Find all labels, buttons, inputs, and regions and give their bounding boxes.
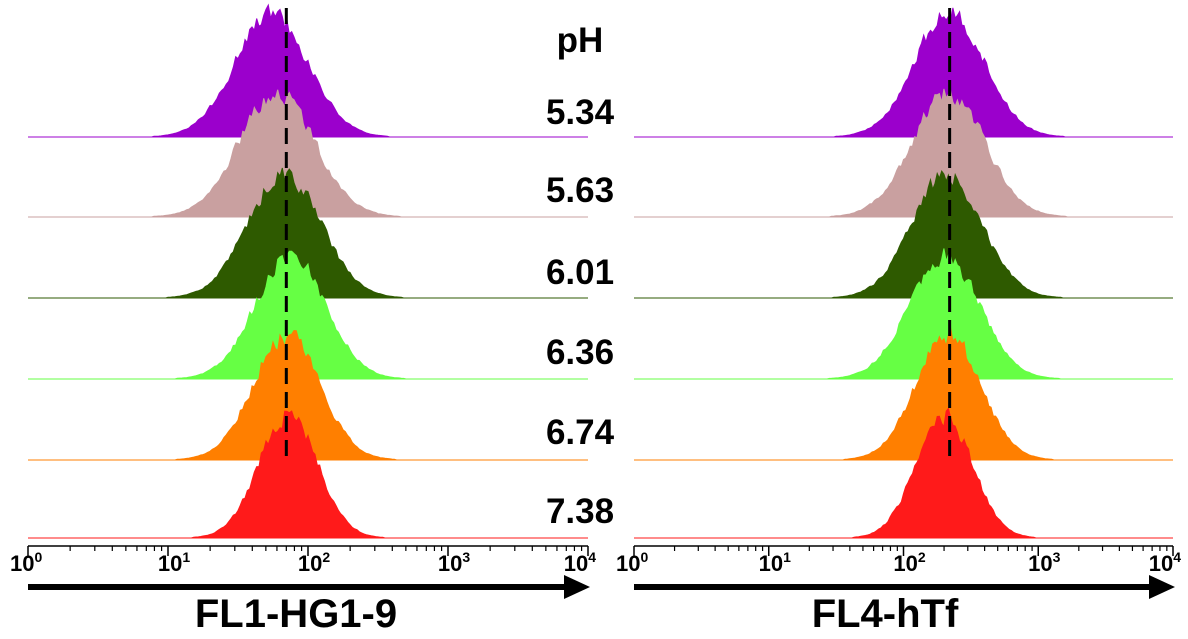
histogram-left-ph-5-34: [28, 3, 588, 138]
ph-value-label: 5.34: [546, 93, 615, 132]
histogram-right-ph-6-01: [634, 170, 1173, 299]
x-tick-label-left: 102: [298, 549, 330, 576]
ph-label-column: pH 5.34 5.63 6.01 6.36 6.74 7.38: [546, 21, 615, 531]
ph-value-label: 6.74: [546, 413, 615, 452]
x-tick-label-left: 104: [564, 549, 596, 576]
axis-arrowhead-right: [1149, 575, 1175, 599]
histogram-panel-right: 100 101 102 103 104: [616, 7, 1181, 599]
x-axis-title-right: FL4-hTf: [812, 592, 959, 636]
x-tick-label-right: 100: [616, 549, 648, 576]
histogram-right-ph-5-63: [634, 88, 1173, 218]
histogram-right-ph-7-38: [634, 407, 1173, 539]
x-axis-title-left: FL1-HG1-9: [195, 592, 397, 636]
ph-value-label: 6.01: [546, 253, 614, 292]
ph-value-label: 6.36: [546, 333, 614, 372]
x-tick-label-right: 103: [1028, 549, 1060, 576]
axis-arrowhead-left: [564, 575, 590, 599]
histogram-left-ph-6-01: [28, 167, 588, 299]
ph-header: pH: [557, 21, 604, 60]
histogram-left-ph-6-36: [28, 250, 588, 380]
ph-value-label: 5.63: [546, 171, 614, 210]
histogram-left-ph-6-74: [28, 329, 588, 461]
x-tick-label-right: 102: [893, 549, 925, 576]
x-tick-label-right: 101: [759, 549, 791, 576]
histogram-panel-left: 100 101 102 103 104: [10, 3, 596, 599]
histogram-right-ph-6-36: [634, 248, 1173, 380]
histogram-left-ph-7-38: [28, 410, 588, 539]
histogram-right-ph-6-74: [634, 326, 1173, 461]
x-tick-label-left: 101: [158, 549, 190, 576]
x-tick-label-right: 104: [1149, 549, 1181, 576]
ph-value-label: 7.38: [546, 492, 614, 531]
histogram-right-ph-5-34: [634, 7, 1173, 138]
x-tick-label-left: 100: [10, 549, 42, 576]
histogram-left-ph-5-63: [28, 89, 588, 218]
x-tick-label-left: 103: [438, 549, 470, 576]
